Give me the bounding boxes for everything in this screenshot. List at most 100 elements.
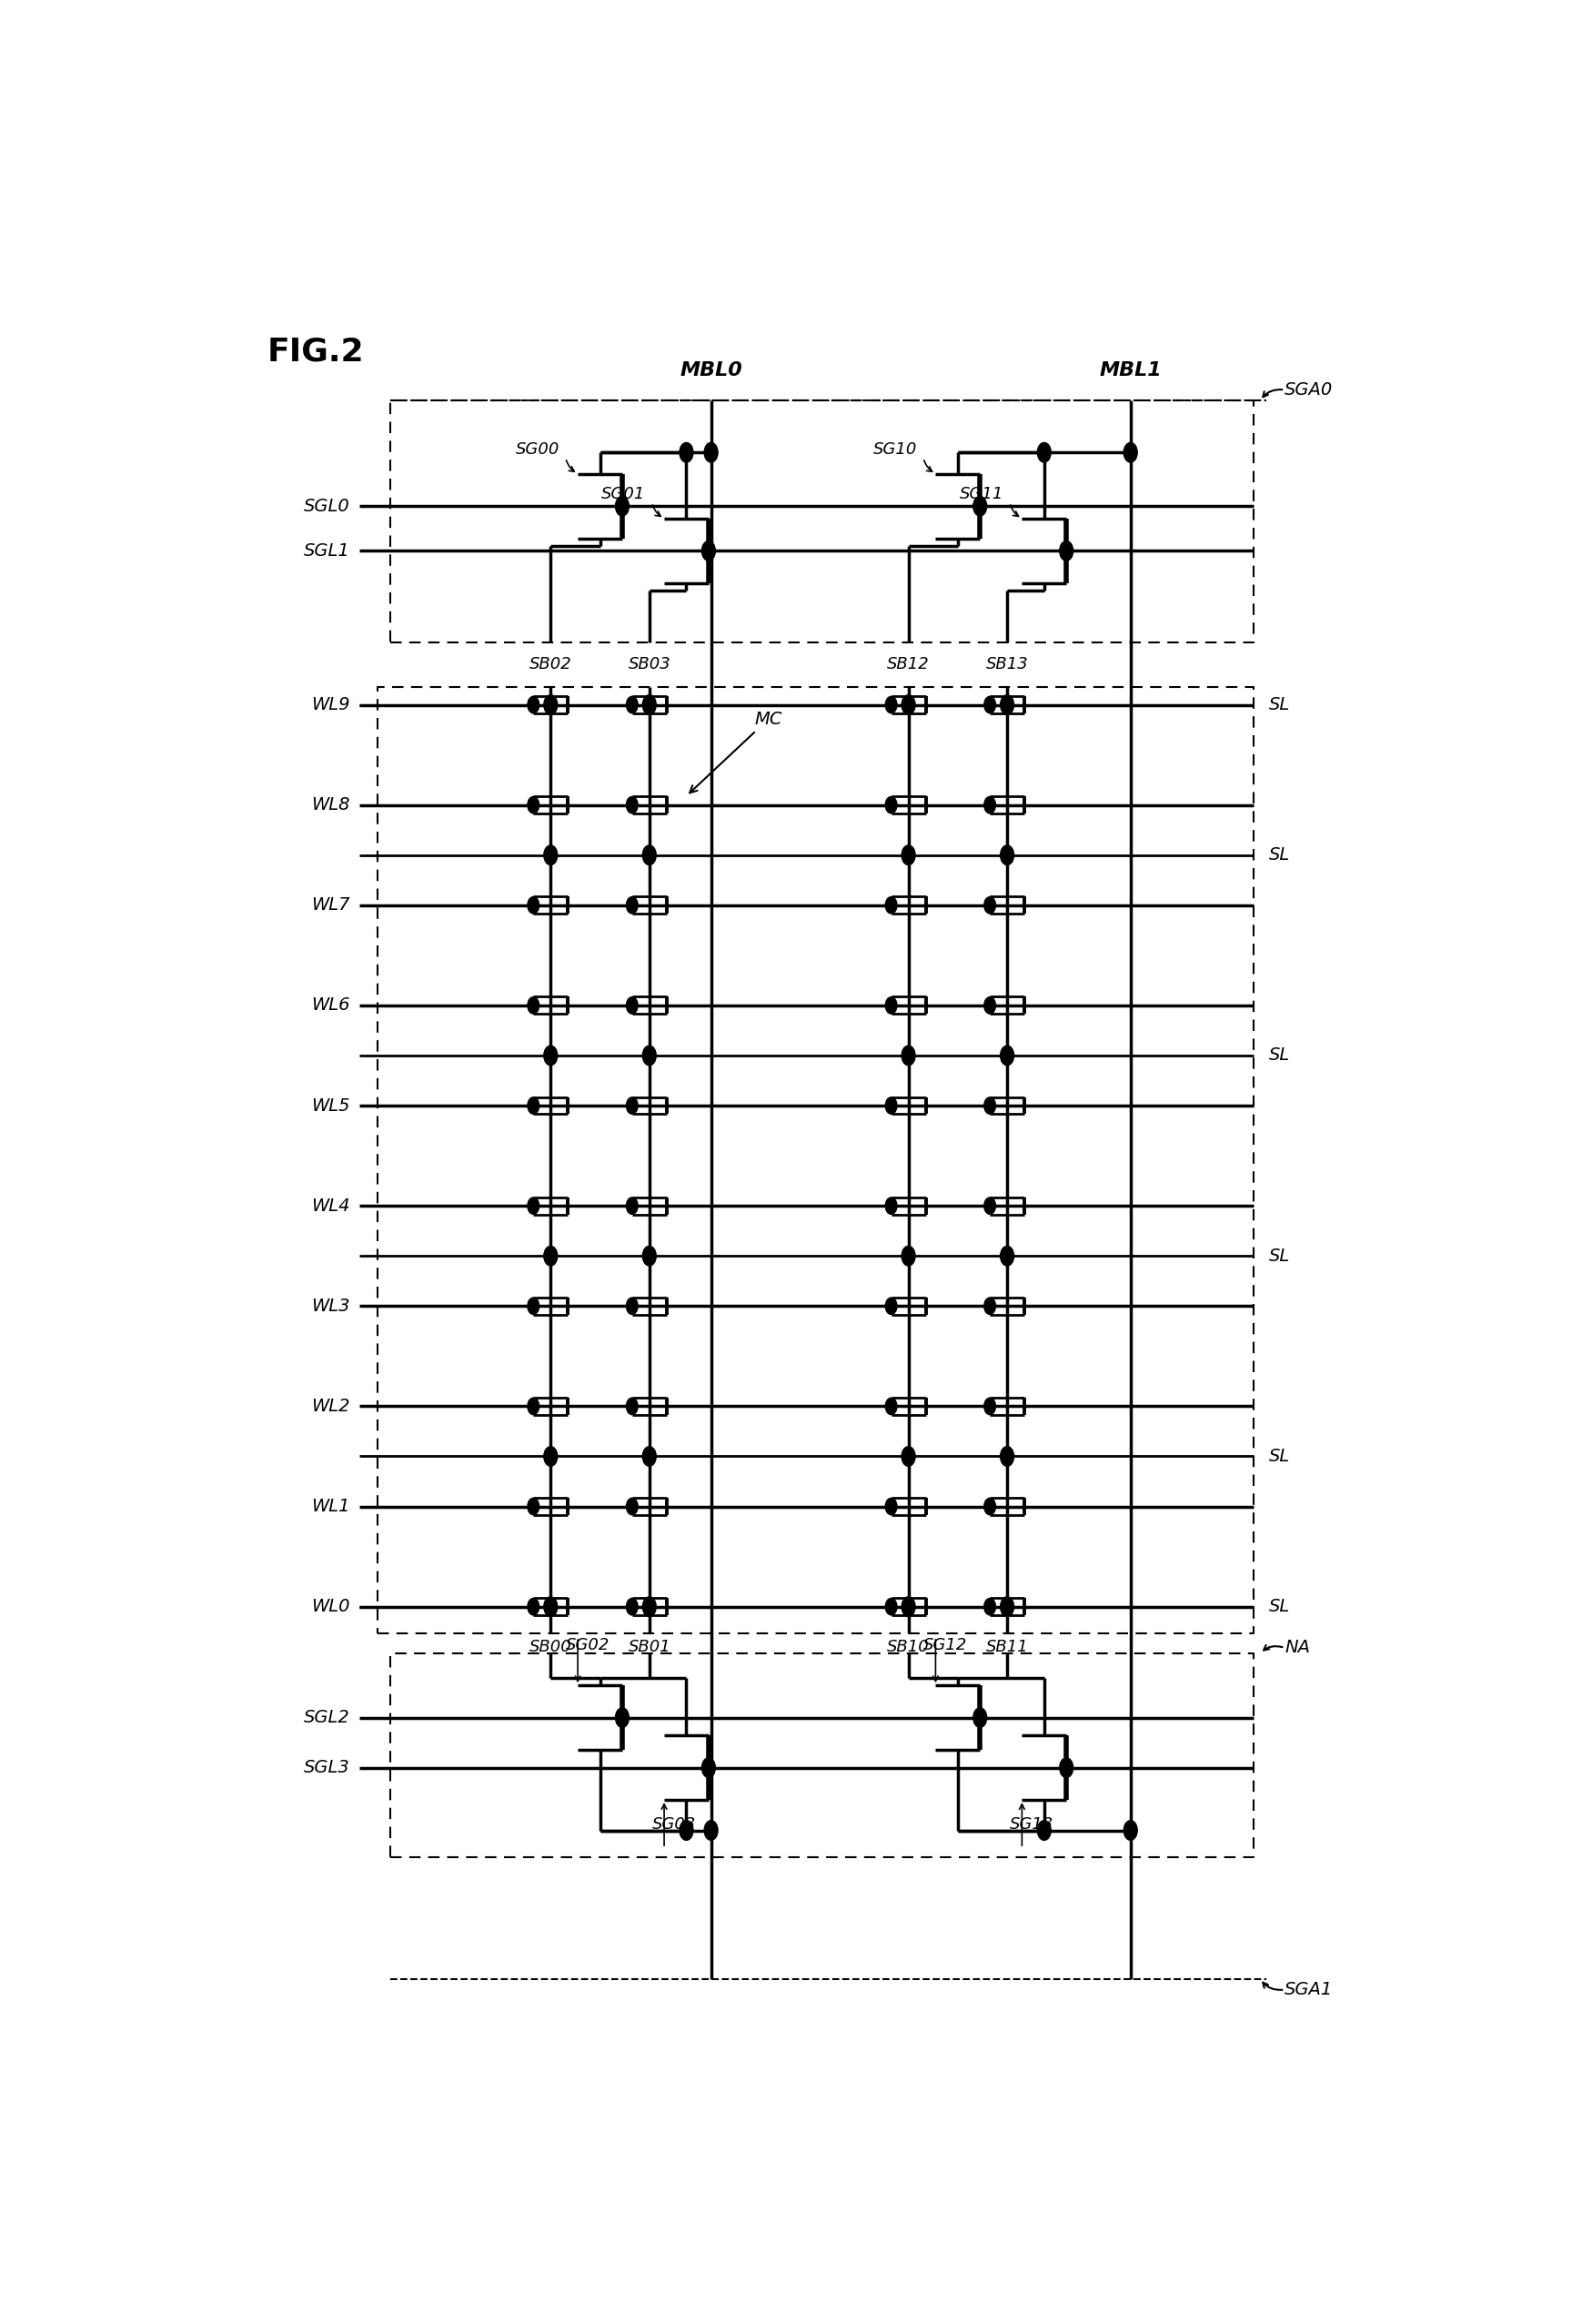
Text: SL: SL [1269, 846, 1290, 865]
Circle shape [643, 1597, 656, 1618]
Text: WL1: WL1 [310, 1499, 350, 1515]
Text: FIG.2: FIG.2 [267, 337, 365, 367]
Circle shape [901, 1597, 915, 1618]
Text: WL5: WL5 [310, 1097, 350, 1113]
Text: SL: SL [1269, 1046, 1290, 1064]
Circle shape [626, 1399, 638, 1415]
Circle shape [1060, 1757, 1073, 1778]
Circle shape [544, 846, 557, 865]
Text: WL2: WL2 [310, 1397, 350, 1415]
Circle shape [626, 1499, 638, 1515]
Text: WL4: WL4 [310, 1197, 350, 1215]
Circle shape [885, 1399, 896, 1415]
Circle shape [680, 442, 693, 462]
Circle shape [616, 497, 629, 516]
Circle shape [885, 1197, 896, 1213]
Circle shape [702, 1757, 715, 1778]
Circle shape [901, 1046, 915, 1064]
Circle shape [527, 697, 540, 713]
Text: NA: NA [1285, 1638, 1310, 1657]
Text: SGA1: SGA1 [1285, 1980, 1333, 1999]
Circle shape [527, 997, 540, 1013]
Circle shape [626, 897, 638, 913]
Circle shape [973, 1708, 987, 1727]
Circle shape [885, 1499, 896, 1515]
Circle shape [984, 1499, 995, 1515]
Circle shape [984, 997, 995, 1013]
Circle shape [643, 1246, 656, 1267]
Circle shape [626, 1197, 638, 1213]
Text: SB00: SB00 [530, 1638, 572, 1655]
Circle shape [901, 695, 915, 713]
Text: SL: SL [1269, 1248, 1290, 1264]
Circle shape [901, 1246, 915, 1267]
Circle shape [1000, 1446, 1014, 1466]
Circle shape [527, 1297, 540, 1315]
Text: SL: SL [1269, 697, 1290, 713]
Text: WL7: WL7 [310, 897, 350, 913]
Circle shape [527, 1197, 540, 1213]
Circle shape [643, 846, 656, 865]
Circle shape [1124, 442, 1137, 462]
Circle shape [680, 1820, 693, 1841]
Circle shape [1060, 541, 1073, 560]
Text: SB13: SB13 [985, 655, 1028, 672]
Text: WL3: WL3 [310, 1297, 350, 1315]
Text: SGL2: SGL2 [304, 1708, 350, 1727]
Circle shape [704, 1820, 718, 1841]
Text: SG13: SG13 [1009, 1815, 1054, 1831]
Circle shape [885, 897, 896, 913]
Circle shape [984, 1197, 995, 1213]
Circle shape [527, 1499, 540, 1515]
Circle shape [704, 442, 718, 462]
Circle shape [626, 697, 638, 713]
Circle shape [901, 846, 915, 865]
Circle shape [1124, 1820, 1137, 1841]
Text: SG11: SG11 [960, 486, 1003, 502]
Circle shape [626, 1097, 638, 1113]
Text: SL: SL [1269, 1599, 1290, 1615]
Circle shape [527, 897, 540, 913]
Text: SL: SL [1269, 1448, 1290, 1464]
Circle shape [984, 897, 995, 913]
Circle shape [643, 695, 656, 713]
Circle shape [544, 1446, 557, 1466]
Text: SG01: SG01 [602, 486, 646, 502]
Text: SG00: SG00 [516, 442, 559, 458]
Circle shape [984, 1097, 995, 1113]
Circle shape [527, 1097, 540, 1113]
Circle shape [885, 1097, 896, 1113]
Circle shape [626, 797, 638, 813]
Text: WL9: WL9 [310, 697, 350, 713]
Circle shape [1038, 1820, 1051, 1841]
Text: SB10: SB10 [887, 1638, 930, 1655]
Text: SGL3: SGL3 [304, 1759, 350, 1776]
Text: SB11: SB11 [985, 1638, 1028, 1655]
Circle shape [626, 1599, 638, 1615]
Circle shape [1000, 846, 1014, 865]
Text: SB02: SB02 [530, 655, 572, 672]
Text: WL8: WL8 [310, 797, 350, 813]
Circle shape [544, 1597, 557, 1618]
Circle shape [885, 697, 896, 713]
Circle shape [643, 1446, 656, 1466]
Text: WL0: WL0 [310, 1599, 350, 1615]
Text: SB03: SB03 [629, 655, 670, 672]
Circle shape [527, 1599, 540, 1615]
Circle shape [885, 997, 896, 1013]
Text: MBL0: MBL0 [680, 360, 742, 379]
Circle shape [901, 1446, 915, 1466]
Text: SGL1: SGL1 [304, 541, 350, 560]
Circle shape [984, 1399, 995, 1415]
Circle shape [527, 797, 540, 813]
Circle shape [984, 1297, 995, 1315]
Circle shape [702, 541, 715, 560]
Circle shape [885, 1297, 896, 1315]
Circle shape [973, 497, 987, 516]
Text: SG02: SG02 [565, 1636, 610, 1652]
Text: MC: MC [689, 711, 782, 792]
Text: MBL1: MBL1 [1098, 360, 1162, 379]
Circle shape [544, 1046, 557, 1064]
Text: SG12: SG12 [923, 1636, 968, 1652]
Circle shape [616, 1708, 629, 1727]
